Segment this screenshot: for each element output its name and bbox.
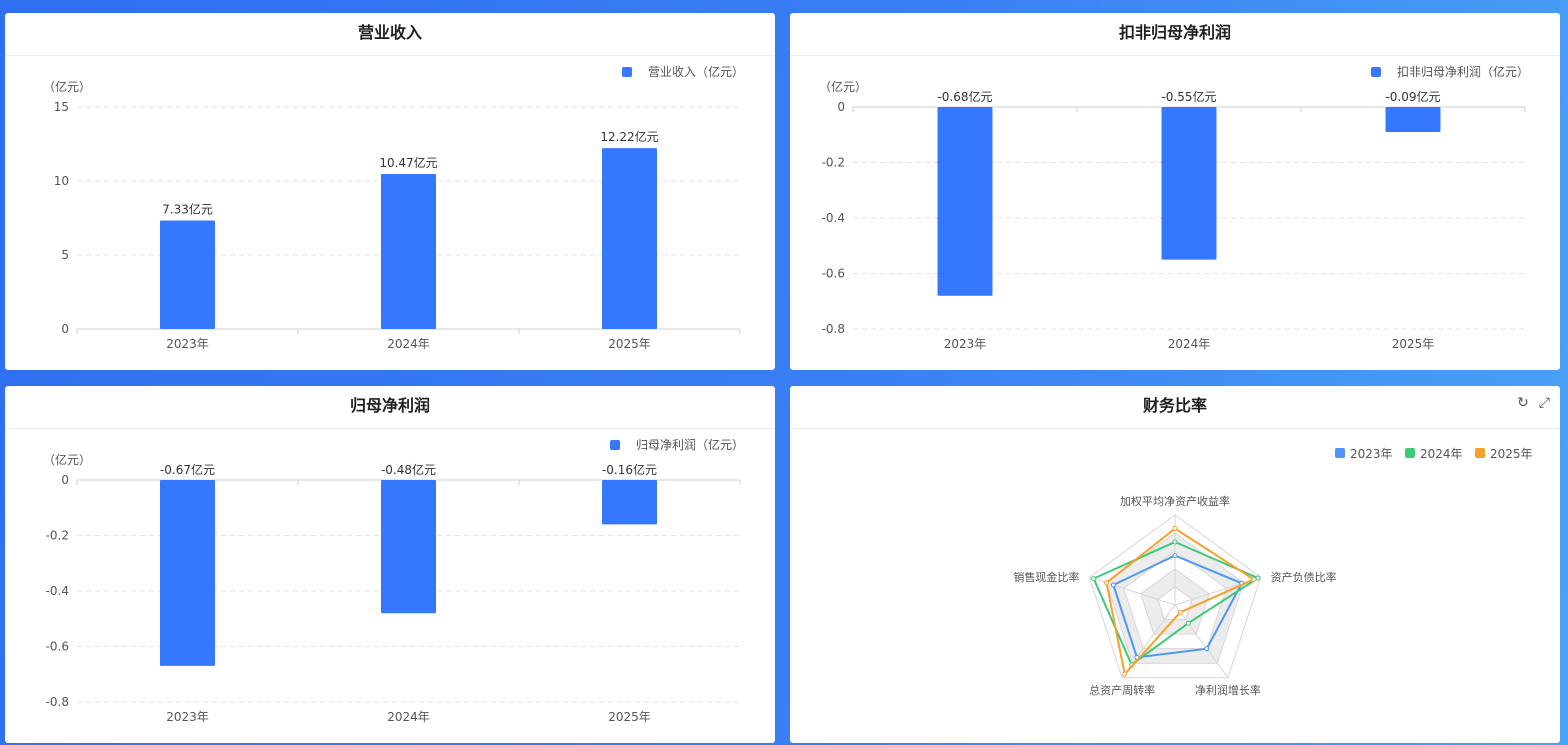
deducted-net-profit-panel: 扣非归母净利润 （亿元） 扣非归母净利润（亿元） 0 -0.2 -0.4 -0.6 -0.8… bbox=[790, 13, 1560, 370]
legend-swatch bbox=[1475, 448, 1485, 458]
legend-label: 2023年 bbox=[1350, 447, 1393, 461]
y-tick-label: -0.6 bbox=[822, 267, 845, 281]
data-label: 7.33亿元 bbox=[162, 202, 213, 217]
y-tick-label: -0.8 bbox=[46, 695, 69, 709]
radar-series-line bbox=[1105, 527, 1256, 677]
data-label: -0.48亿元 bbox=[381, 462, 436, 477]
y-tick-label: -0.8 bbox=[822, 322, 845, 336]
panel-title: 扣非归母净利润 bbox=[790, 13, 1560, 56]
radar-point bbox=[1122, 671, 1128, 677]
y-tick-label: 10 bbox=[54, 174, 69, 188]
radar-point bbox=[1255, 575, 1261, 581]
radar-indicator-label: 总资产周转率 bbox=[1089, 683, 1155, 697]
legend-swatch bbox=[1371, 67, 1381, 77]
radar-indicator-label: 净利润增长率 bbox=[1195, 683, 1261, 697]
y-tick-label: -0.2 bbox=[822, 156, 845, 170]
radar-series-line bbox=[1092, 540, 1261, 667]
legend-label: 2024年 bbox=[1420, 447, 1463, 461]
x-tick-label: 2025年 bbox=[1392, 337, 1435, 351]
radar-indicator-label: 加权平均净资产收益率 bbox=[1120, 494, 1230, 508]
legend-swatch bbox=[610, 440, 620, 450]
bar bbox=[1385, 107, 1441, 132]
bar bbox=[160, 220, 215, 329]
radar-point bbox=[1177, 609, 1183, 615]
legend-swatch bbox=[1335, 448, 1345, 458]
panel-title: 财务比率 bbox=[790, 386, 1560, 429]
data-label: -0.68亿元 bbox=[937, 89, 992, 104]
radar-axis bbox=[1089, 576, 1176, 606]
x-tick-label: 2023年 bbox=[944, 337, 987, 351]
legend-label: 2025年 bbox=[1490, 447, 1533, 461]
panel-title: 归母净利润 bbox=[5, 386, 775, 429]
refresh-icon[interactable]: ↻ bbox=[1517, 395, 1529, 411]
y-tick-label: -0.4 bbox=[822, 211, 845, 225]
x-tick-label: 2023年 bbox=[166, 710, 209, 724]
radar-point bbox=[1110, 582, 1116, 588]
panel-title: 营业收入 bbox=[5, 13, 775, 56]
bar bbox=[1161, 107, 1217, 260]
x-tick-label: 2024年 bbox=[387, 337, 430, 351]
x-tick-label: 2024年 bbox=[1168, 337, 1211, 351]
net-profit-chart: （亿元） 归母净利润（亿元） 0 -0.2 -0.4 -0.6 -0.8 -0.67亿元 202… bbox=[43, 437, 744, 724]
data-label: -0.16亿元 bbox=[602, 462, 657, 477]
y-tick-label: 0 bbox=[837, 100, 845, 114]
chart-toolbox: ↻ ⤢ bbox=[1517, 395, 1550, 411]
deducted-net-profit-chart: （亿元） 扣非归母净利润（亿元） 0 -0.2 -0.4 -0.6 -0.8 -0.68亿元 2… bbox=[819, 64, 1529, 351]
radar-point bbox=[1185, 620, 1191, 626]
data-label: -0.67亿元 bbox=[160, 462, 215, 477]
bar bbox=[160, 480, 215, 666]
radar-axis bbox=[1174, 604, 1229, 679]
bar bbox=[937, 107, 993, 296]
radar-point bbox=[1204, 646, 1210, 652]
x-tick-label: 2025年 bbox=[608, 710, 651, 724]
bar bbox=[602, 148, 657, 329]
y-tick-label: 0 bbox=[61, 473, 69, 487]
radar-indicator-label: 资产负债比率 bbox=[1271, 570, 1337, 584]
financial-ratio-panel: 财务比率 ↻ ⤢ 2023年 2024年 2025年加权平均净资产收益率资产负债比率… bbox=[790, 386, 1560, 743]
radar-series-line bbox=[1112, 554, 1244, 659]
bar bbox=[381, 174, 436, 329]
revenue-chart: （亿元） 营业收入（亿元） 0 5 10 15 7.33亿元 2023年 10.47亿元 2024… bbox=[43, 64, 744, 351]
y-tick-label: -0.4 bbox=[46, 584, 69, 598]
net-profit-panel: 归母净利润 （亿元） 归母净利润（亿元） 0 -0.2 -0.4 -0.6 -0.8 -0.6… bbox=[5, 386, 775, 743]
bar bbox=[602, 480, 657, 525]
legend-swatch bbox=[1405, 448, 1415, 458]
y-tick-label: 15 bbox=[54, 100, 69, 114]
y-tick-label: 0 bbox=[61, 322, 69, 336]
legend-label: 营业收入（亿元） bbox=[648, 64, 744, 79]
radar-indicator-label: 销售现金比率 bbox=[1013, 570, 1079, 584]
legend-swatch bbox=[622, 67, 632, 77]
data-label: 12.22亿元 bbox=[600, 129, 658, 144]
x-tick-label: 2023年 bbox=[166, 337, 209, 351]
data-label: -0.09亿元 bbox=[1385, 89, 1440, 104]
y-tick-label: 5 bbox=[61, 248, 69, 262]
data-label: -0.55亿元 bbox=[1161, 89, 1216, 104]
radar-point bbox=[1172, 553, 1178, 558]
radar-point bbox=[1104, 580, 1110, 586]
y-unit-label: （亿元） bbox=[819, 79, 867, 94]
expand-icon[interactable]: ⤢ bbox=[1538, 395, 1550, 411]
y-unit-label: （亿元） bbox=[43, 79, 91, 94]
bar bbox=[381, 480, 436, 614]
y-unit-label: （亿元） bbox=[43, 452, 91, 467]
y-tick-label: -0.2 bbox=[46, 529, 69, 543]
revenue-panel: 营业收入 （亿元） 营业收入（亿元） 0 5 10 15 7.33亿元 2023年 10.47亿… bbox=[5, 13, 775, 370]
radar-point bbox=[1172, 526, 1178, 531]
radar-point bbox=[1091, 576, 1097, 582]
y-tick-label: -0.6 bbox=[46, 640, 69, 654]
legend-label: 归母净利润（亿元） bbox=[636, 437, 744, 452]
radar-point bbox=[1172, 539, 1178, 545]
legend-label: 扣非归母净利润（亿元） bbox=[1397, 64, 1529, 79]
x-tick-label: 2025年 bbox=[608, 337, 651, 351]
x-tick-label: 2024年 bbox=[387, 710, 430, 724]
data-label: 10.47亿元 bbox=[379, 155, 437, 170]
radar-point bbox=[1251, 576, 1257, 582]
